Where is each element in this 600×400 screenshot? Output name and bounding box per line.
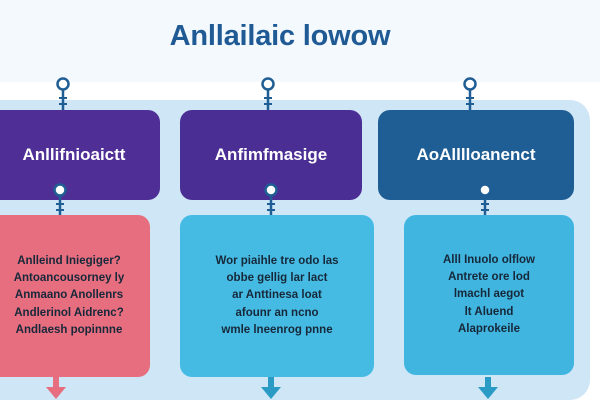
bottom-box-2: Wor piaihle tre odo las obbe gellig lar … bbox=[180, 215, 374, 377]
bottom-box-line: Alll Inuolo olflow bbox=[443, 253, 535, 266]
bottom-box-3: Alll Inuolo olflow Antrete ore lod lmach… bbox=[404, 215, 574, 375]
bottom-box-line: Anmaano Anollenrs bbox=[14, 289, 124, 302]
connector-node-icon bbox=[462, 76, 478, 116]
arrow-down-icon bbox=[44, 377, 68, 400]
connector-node-icon bbox=[260, 76, 276, 116]
connector-node-icon bbox=[55, 76, 71, 116]
bottom-box-line: Anlleind Iniegiger? bbox=[17, 254, 121, 267]
top-box-1: Anllifnioaictt bbox=[0, 110, 160, 200]
bottom-box-line: Andlaesh popinnne bbox=[15, 323, 123, 336]
bottom-box-line: Andlerinol Aidrenc? bbox=[14, 306, 124, 319]
connector-node-icon bbox=[477, 182, 493, 222]
bottom-box-line: Alaprokeile bbox=[457, 322, 520, 335]
bottom-box-line: lt Aluend bbox=[464, 305, 514, 318]
arrow-down-icon bbox=[476, 377, 500, 400]
top-box-label: AoAlllloanenct bbox=[416, 145, 536, 164]
bottom-box-line: obbe gellig lar lact bbox=[226, 272, 328, 285]
bottom-box-line: ar Anttinesa loat bbox=[232, 289, 322, 302]
connector-node-icon bbox=[52, 182, 68, 222]
bottom-box-line: Wor piaihle tre odo las bbox=[215, 254, 339, 267]
connector-node-icon bbox=[263, 182, 279, 222]
header-background bbox=[0, 0, 600, 82]
top-box-label: Anfimfmasige bbox=[214, 145, 328, 164]
bottom-box-line: Antoancousorney ly bbox=[13, 272, 125, 285]
diagram-title: Anllailaic lowow bbox=[169, 20, 391, 52]
top-box-3: AoAlllloanenct bbox=[378, 110, 574, 200]
bottom-box-line: wmle lneenrog pnne bbox=[221, 323, 333, 336]
bottom-box-line: lmachl aegot bbox=[453, 288, 525, 301]
top-box-label: Anllifnioaictt bbox=[22, 145, 126, 164]
bottom-box-1: Anlleind Iniegiger? Antoancousorney ly A… bbox=[0, 215, 150, 377]
bottom-box-line: Antrete ore lod bbox=[448, 271, 530, 284]
bottom-box-line: afounr an ncno bbox=[235, 306, 319, 319]
arrow-down-icon bbox=[259, 377, 283, 400]
